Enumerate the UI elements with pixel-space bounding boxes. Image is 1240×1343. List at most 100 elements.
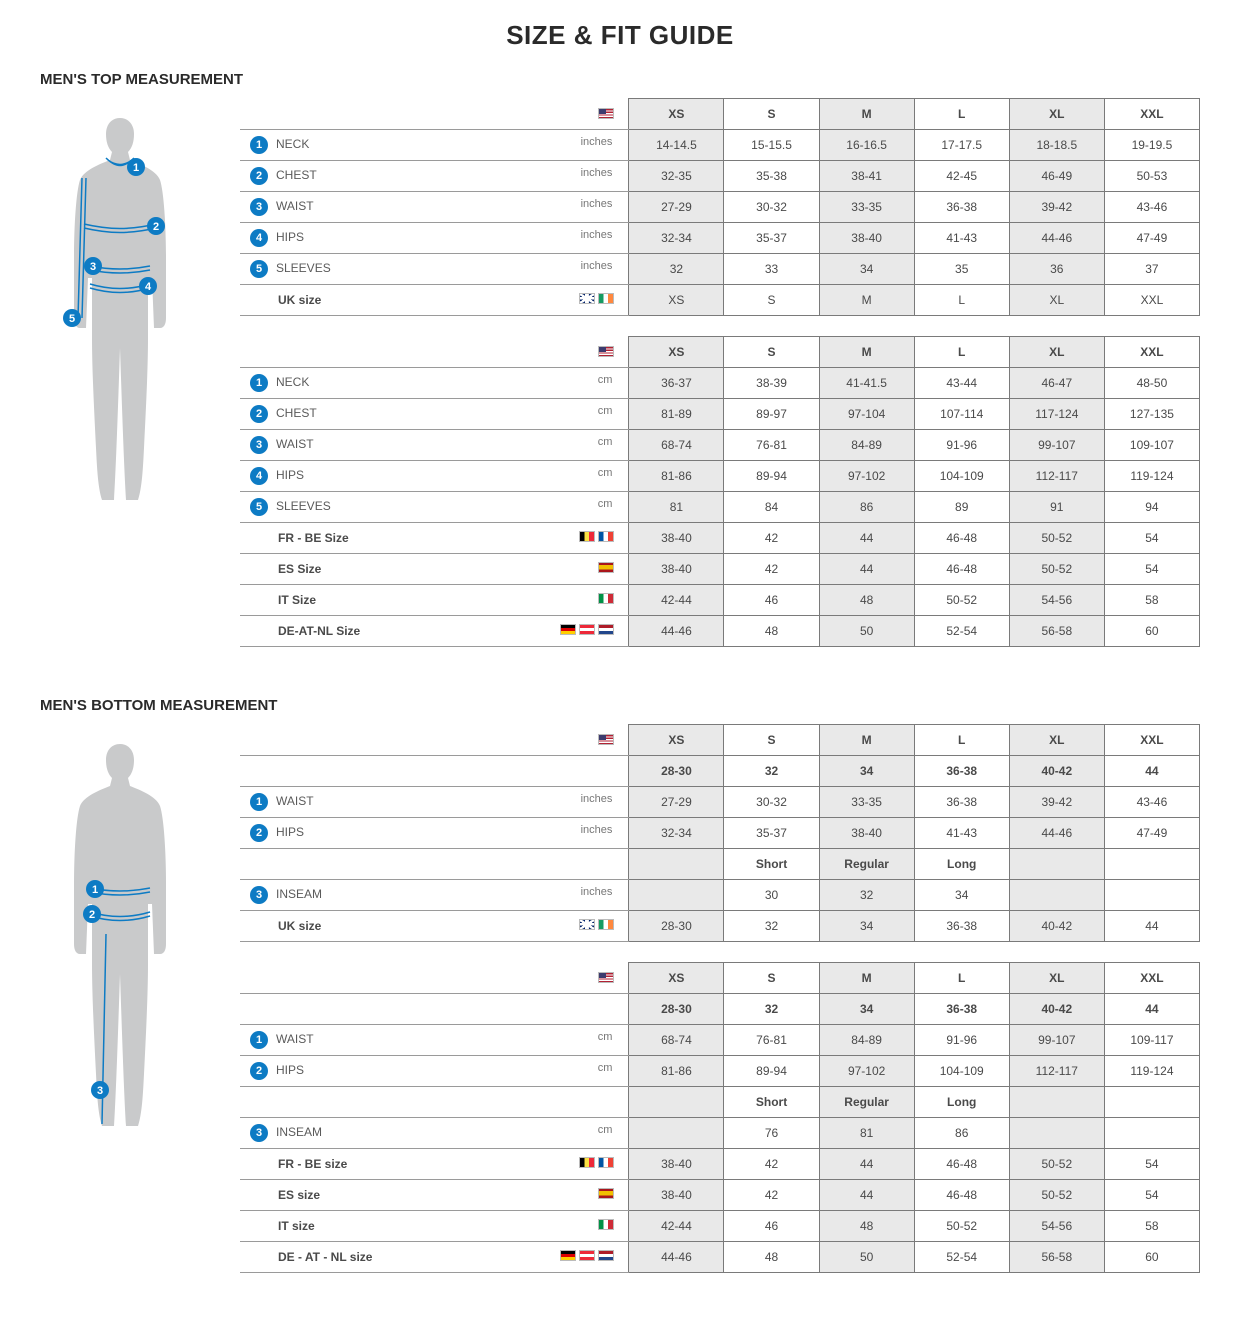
unit-label: inches — [581, 793, 613, 805]
extra-value: 44 — [819, 1180, 914, 1211]
measure-value: 81-86 — [629, 461, 724, 492]
extra-label: IT size — [240, 1211, 629, 1242]
size-header: L — [914, 99, 1009, 130]
svg-text:1: 1 — [92, 884, 98, 896]
size-header: L — [914, 963, 1009, 994]
measure-value — [629, 880, 724, 911]
measure-value: 47-49 — [1104, 818, 1199, 849]
size-header: XL — [1009, 99, 1104, 130]
measure-value — [629, 1118, 724, 1149]
fr-flag-icon — [598, 531, 614, 542]
extra-label: UK size — [240, 285, 629, 316]
extra-value: L — [914, 285, 1009, 316]
unit-label: inches — [581, 198, 613, 210]
bottom-inches-table: XSSMLXLXXL28-30323436-3840-42441WAISTinc… — [240, 724, 1200, 942]
svg-text:2: 2 — [153, 221, 159, 233]
extra-value: 48 — [724, 616, 819, 647]
numeric-size: 36-38 — [914, 994, 1009, 1025]
extra-value: 42-44 — [629, 1211, 724, 1242]
measure-value: 32 — [819, 880, 914, 911]
extra-value: 54-56 — [1009, 585, 1104, 616]
measure-value: 107-114 — [914, 399, 1009, 430]
extra-value: 46 — [724, 585, 819, 616]
measure-label: 1WAISTcm — [240, 1025, 629, 1056]
measure-value: 119-124 — [1104, 1056, 1199, 1087]
size-header: M — [819, 99, 914, 130]
bottom-heading: MEN'S BOTTOM MEASUREMENT — [40, 697, 1200, 714]
extra-label: IT Size — [240, 585, 629, 616]
badge-5: 5 — [250, 260, 268, 278]
uk-flag-icon — [579, 293, 595, 304]
badge-2: 2 — [250, 405, 268, 423]
inseam-header — [1104, 849, 1199, 880]
extra-value: 50-52 — [1009, 1180, 1104, 1211]
extra-value: 46 — [724, 1211, 819, 1242]
measure-label: 3WAISTinches — [240, 192, 629, 223]
be-flag-icon — [579, 531, 595, 542]
uk-flag-icon — [579, 919, 595, 930]
measure-value: 99-107 — [1009, 1025, 1104, 1056]
measure-label: 3WAISTcm — [240, 430, 629, 461]
extra-value: 28-30 — [629, 911, 724, 942]
extra-value: XS — [629, 285, 724, 316]
extra-value: S — [724, 285, 819, 316]
extra-label: DE - AT - NL size — [240, 1242, 629, 1273]
measure-value: 47-49 — [1104, 223, 1199, 254]
measure-label: 2HIPSinches — [240, 818, 629, 849]
us-flag-icon — [598, 972, 614, 983]
badge-3: 3 — [250, 886, 268, 904]
measure-value: 32-34 — [629, 223, 724, 254]
measure-value: 34 — [914, 880, 1009, 911]
measure-value: 89-94 — [724, 461, 819, 492]
size-header: XS — [629, 99, 724, 130]
measure-value: 36 — [1009, 254, 1104, 285]
at-flag-icon — [579, 624, 595, 635]
badge-1: 1 — [250, 374, 268, 392]
extra-value: 46-48 — [914, 1149, 1009, 1180]
measure-value: 109-107 — [1104, 430, 1199, 461]
measure-value: 89-94 — [724, 1056, 819, 1087]
it-flag-icon — [598, 1219, 614, 1230]
measure-label: 5SLEEVESinches — [240, 254, 629, 285]
extra-value: 38-40 — [629, 1180, 724, 1211]
measure-value — [1104, 880, 1199, 911]
measure-value: 99-107 — [1009, 430, 1104, 461]
inseam-header — [629, 849, 724, 880]
size-header: XS — [629, 725, 724, 756]
measure-value: 38-40 — [819, 818, 914, 849]
measure-value: 37 — [1104, 254, 1199, 285]
extra-value: 50 — [819, 1242, 914, 1273]
numeric-size: 32 — [724, 756, 819, 787]
numeric-size: 28-30 — [629, 994, 724, 1025]
extra-value: 48 — [724, 1242, 819, 1273]
extra-value: M — [819, 285, 914, 316]
numeric-size: 28-30 — [629, 756, 724, 787]
size-header: S — [724, 99, 819, 130]
measure-value: 94 — [1104, 492, 1199, 523]
extra-value: 38-40 — [629, 554, 724, 585]
inseam-header-label — [240, 849, 629, 880]
unit-label: cm — [598, 1062, 613, 1074]
measure-value: 104-109 — [914, 461, 1009, 492]
extra-value: XL — [1009, 285, 1104, 316]
extra-value: 48 — [819, 585, 914, 616]
extra-value: 32 — [724, 911, 819, 942]
svg-text:2: 2 — [89, 909, 95, 921]
extra-value: 42 — [724, 1180, 819, 1211]
unit-label: cm — [598, 498, 613, 510]
inseam-header: Long — [914, 1087, 1009, 1118]
extra-value: 44 — [819, 554, 914, 585]
de-flag-icon — [560, 1250, 576, 1261]
measure-label: 4HIPScm — [240, 461, 629, 492]
extra-value: 42 — [724, 1149, 819, 1180]
measure-value: 109-117 — [1104, 1025, 1199, 1056]
badge-2: 2 — [250, 167, 268, 185]
badge-1: 1 — [250, 1031, 268, 1049]
extra-value: 34 — [819, 911, 914, 942]
numeric-size: 36-38 — [914, 756, 1009, 787]
measure-value: 30 — [724, 880, 819, 911]
svg-text:4: 4 — [145, 281, 152, 293]
measure-value: 38-41 — [819, 161, 914, 192]
extra-value: 60 — [1104, 616, 1199, 647]
fr-flag-icon — [598, 1157, 614, 1168]
